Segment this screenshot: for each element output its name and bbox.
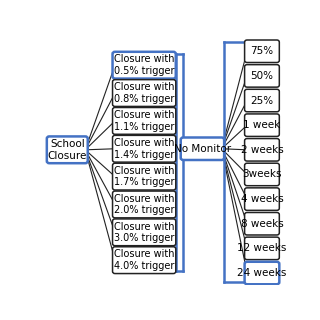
Text: 8 weeks: 8 weeks — [241, 219, 283, 229]
FancyBboxPatch shape — [113, 163, 176, 190]
Text: 25%: 25% — [250, 96, 274, 106]
Text: Closure with
4.0% trigger: Closure with 4.0% trigger — [114, 249, 174, 271]
FancyBboxPatch shape — [244, 40, 279, 62]
Text: Closure with
3.0% trigger: Closure with 3.0% trigger — [114, 221, 174, 243]
Text: 2 weeks: 2 weeks — [241, 145, 283, 155]
FancyBboxPatch shape — [113, 247, 176, 274]
FancyBboxPatch shape — [113, 52, 176, 79]
FancyBboxPatch shape — [244, 163, 279, 186]
FancyBboxPatch shape — [181, 138, 224, 160]
Text: Closure with
2.0% trigger: Closure with 2.0% trigger — [114, 194, 174, 215]
FancyBboxPatch shape — [113, 108, 176, 134]
Text: 75%: 75% — [250, 46, 274, 56]
Text: 1 week: 1 week — [243, 120, 281, 130]
Text: No Monitor: No Monitor — [174, 144, 231, 154]
FancyBboxPatch shape — [244, 65, 279, 87]
FancyBboxPatch shape — [113, 191, 176, 218]
FancyBboxPatch shape — [244, 89, 279, 112]
Text: Closure with
1.1% trigger: Closure with 1.1% trigger — [114, 110, 174, 132]
FancyBboxPatch shape — [244, 262, 279, 284]
Text: Closure with
1.7% trigger: Closure with 1.7% trigger — [114, 166, 174, 188]
Text: 12 weeks: 12 weeks — [237, 244, 287, 253]
FancyBboxPatch shape — [244, 237, 279, 260]
FancyBboxPatch shape — [244, 114, 279, 136]
Text: Closure with
0.8% trigger: Closure with 0.8% trigger — [114, 82, 174, 104]
Text: 24 weeks: 24 weeks — [237, 268, 287, 278]
Text: 4 weeks: 4 weeks — [241, 194, 283, 204]
Text: Closure with
0.5% trigger: Closure with 0.5% trigger — [114, 54, 174, 76]
FancyBboxPatch shape — [244, 188, 279, 210]
FancyBboxPatch shape — [47, 136, 88, 163]
FancyBboxPatch shape — [244, 212, 279, 235]
FancyBboxPatch shape — [113, 135, 176, 162]
FancyBboxPatch shape — [113, 80, 176, 107]
Text: 50%: 50% — [251, 71, 274, 81]
Text: Closure with
1.4% trigger: Closure with 1.4% trigger — [114, 138, 174, 160]
FancyBboxPatch shape — [113, 219, 176, 246]
Text: School
Closure: School Closure — [48, 139, 87, 161]
FancyBboxPatch shape — [244, 139, 279, 161]
Text: 3weeks: 3weeks — [242, 170, 282, 180]
